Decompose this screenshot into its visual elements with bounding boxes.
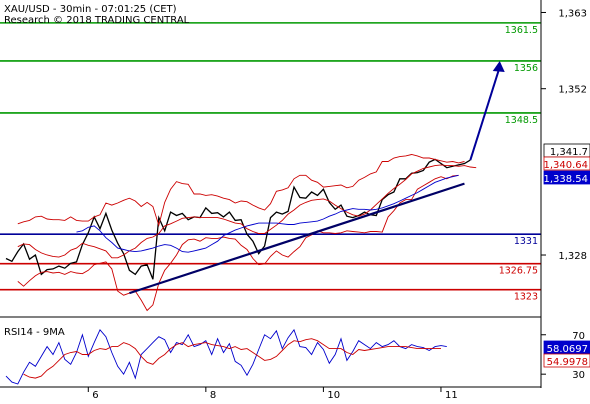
series-line-ma-slow [76,174,459,253]
rsi-tag-label: 58.0697 [547,344,588,355]
level-label: 1348.5 [505,115,538,126]
time-tick-label: 11 [445,390,458,400]
rsi-tick-label: 30 [572,370,585,381]
time-tick-label: 6 [92,390,98,400]
time-tick-label: 8 [210,390,216,400]
projection-arrow-head [492,60,505,72]
price-tag-box [543,156,590,171]
support-trendline [129,182,465,295]
series-line-price [5,158,471,280]
price-tick-label: 1,363 [558,8,587,19]
level-label: 1331 [514,236,538,247]
price-tag-label: 1,338.54 [543,174,588,185]
chart-subtitle: Research © 2018 TRADING CENTRAL [4,15,190,26]
price-tick-label: 1,352 [558,85,587,96]
rsi-panel-label: RSI14 - 9MA [4,327,65,338]
series-line-bb-lower [17,174,459,312]
level-label: 1326.75 [499,266,538,277]
rsi-tag-label: 54.9978 [547,357,588,368]
chart-title: XAU/USD - 30min - 07:01:25 (CET) [4,4,177,15]
price-tag-box [543,170,590,185]
projection-arrow-shaft [469,66,501,161]
rsi-line-ma9 [23,338,441,379]
price-tag-label: 1,340.64 [543,160,588,171]
level-label: 1323 [514,292,538,303]
rsi-tag-box [543,353,590,368]
price-tag-label: 1,341.7 [550,147,588,158]
price-tick-label: 1,328 [558,251,587,262]
level-label: 1356 [514,63,538,74]
series-line-bb-upper [17,154,465,227]
time-tick-label: 10 [327,390,340,400]
level-label: 1361.5 [505,25,538,36]
series-line-ma-fast [17,164,477,259]
rsi-tick-label: 70 [572,331,585,342]
